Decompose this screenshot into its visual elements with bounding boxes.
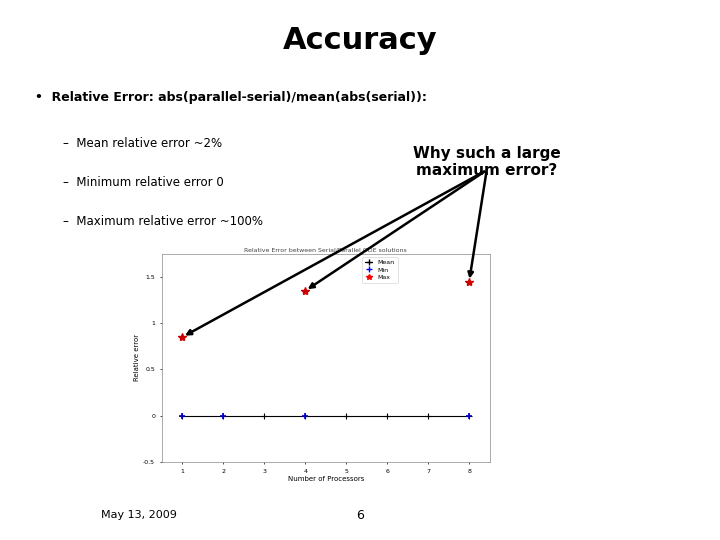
Mean: [219, 412, 228, 418]
Text: –  Mean relative error ~2%: – Mean relative error ~2%: [63, 137, 222, 150]
Text: 6: 6: [356, 509, 364, 522]
Max: [465, 278, 474, 285]
Text: Accuracy: Accuracy: [283, 26, 437, 55]
Max: [301, 287, 310, 294]
Mean: [260, 412, 269, 418]
Mean: [383, 412, 392, 418]
Text: •  Relative Error: abs(parallel-serial)/mean(abs(serial)):: • Relative Error: abs(parallel-serial)/m…: [35, 91, 427, 104]
X-axis label: Number of Processors: Number of Processors: [287, 476, 364, 482]
Line: Mean: Mean: [180, 413, 472, 418]
Max: [178, 334, 186, 340]
Min: [178, 412, 186, 418]
Y-axis label: Relative error: Relative error: [134, 334, 140, 381]
Legend: Mean, Min, Max: Mean, Min, Max: [361, 257, 397, 283]
Min: [465, 412, 474, 418]
Line: Min: Min: [179, 412, 472, 419]
Text: –  Minimum relative error 0: – Minimum relative error 0: [63, 176, 223, 188]
Text: Why such a large
maximum error?: Why such a large maximum error?: [413, 146, 561, 178]
Mean: [342, 412, 351, 418]
Mean: [178, 412, 186, 418]
Title: Relative Error between Serial/Parallel ODE solutions: Relative Error between Serial/Parallel O…: [244, 247, 408, 252]
Line: Max: Max: [179, 278, 473, 341]
Mean: [424, 412, 433, 418]
Min: [301, 412, 310, 418]
Text: –  Maximum relative error ~100%: – Maximum relative error ~100%: [63, 215, 263, 228]
Mean: [301, 412, 310, 418]
Text: May 13, 2009: May 13, 2009: [101, 510, 176, 520]
Min: [219, 412, 228, 418]
Mean: [465, 412, 474, 418]
